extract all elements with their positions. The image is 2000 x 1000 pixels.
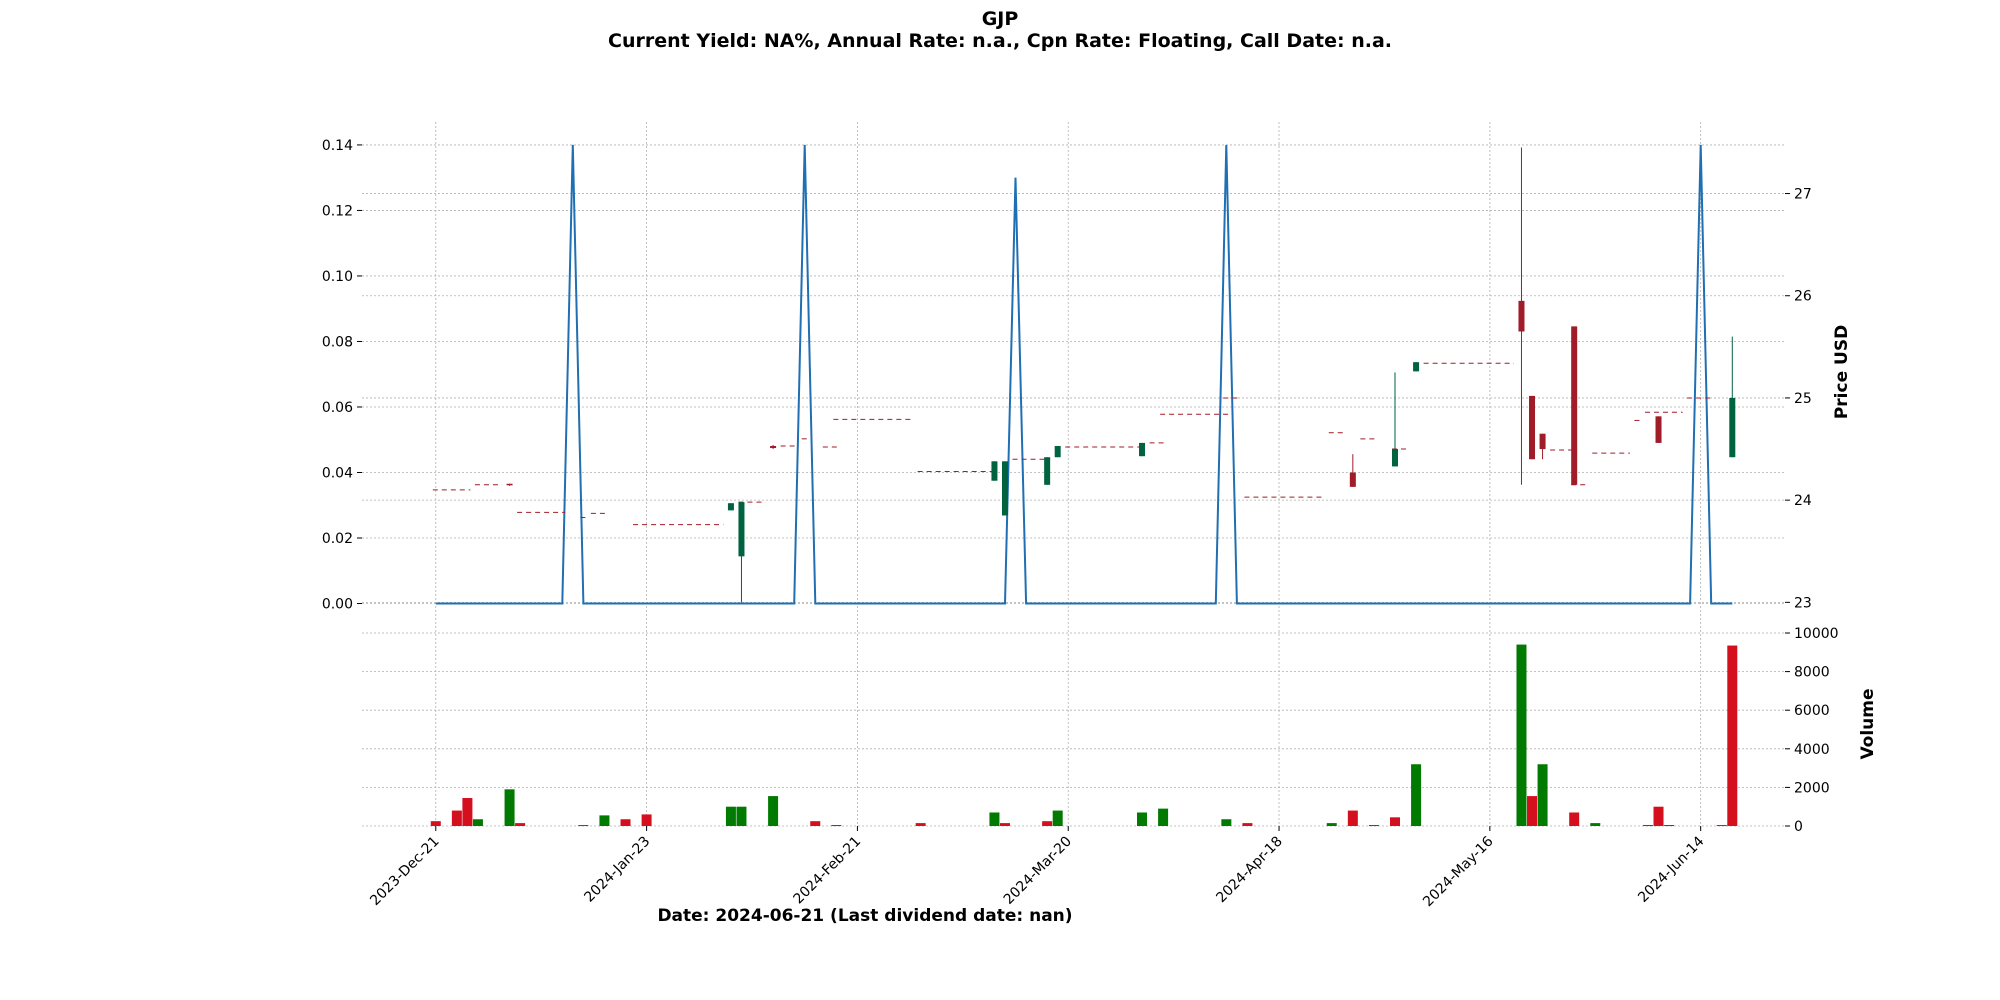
volume-bar — [915, 823, 926, 826]
volume-bar — [430, 821, 441, 826]
candle-body — [1655, 416, 1662, 443]
volume-bar — [810, 821, 821, 826]
price-tick-label: 24 — [1794, 493, 1812, 509]
candle-body — [1729, 397, 1736, 458]
volume-bar — [1653, 806, 1664, 826]
price-tick-label: 26 — [1794, 289, 1812, 305]
volume-tick-label: 0 — [1794, 819, 1803, 835]
volume-tick-label: 2000 — [1794, 780, 1830, 796]
left-tick-label: 0.08 — [322, 334, 353, 350]
volume-bar — [1221, 819, 1232, 826]
volume-bar — [989, 812, 1000, 826]
volume-bar — [472, 819, 483, 826]
candle-body — [1539, 433, 1546, 450]
volume-bar — [1716, 825, 1727, 827]
yield-line-layer — [435, 144, 1733, 605]
volume-bar — [736, 806, 747, 826]
candles-layer — [506, 147, 1736, 603]
volume-bar — [451, 810, 462, 826]
volume-bar — [620, 819, 631, 826]
candle-body — [506, 483, 513, 486]
candle-body — [770, 445, 777, 449]
left-tick-label: 0.00 — [322, 597, 353, 613]
volume-tick-label: 4000 — [1794, 742, 1830, 758]
volume-bar — [831, 825, 842, 827]
x-axis-label: Date: 2024-06-21 (Last dividend date: na… — [657, 906, 1072, 926]
volume-bar — [1158, 808, 1169, 826]
candle-body — [1391, 449, 1398, 467]
gridlines — [362, 122, 1785, 827]
candle-body — [738, 502, 745, 557]
volume-tick-label: 8000 — [1794, 665, 1830, 681]
x-tick-label: 2024-Jan-23 — [581, 834, 653, 906]
volume-bar — [1411, 764, 1422, 826]
volume-bar — [1137, 812, 1148, 826]
x-tick-label: 2024-Feb-21 — [790, 834, 864, 908]
volume-bar — [1537, 764, 1548, 826]
x-tick-label: 2024-Apr-18 — [1213, 834, 1286, 907]
x-tick-label: 2024-Jun-14 — [1635, 833, 1707, 905]
left-tick-label: 0.14 — [322, 138, 353, 154]
volume-bar — [1326, 823, 1337, 826]
volume-bar — [1642, 825, 1653, 827]
left-tick-label: 0.06 — [322, 400, 353, 416]
candle-body — [1001, 461, 1008, 516]
volume-bar — [599, 815, 610, 826]
chart-subtitle: Current Yield: NA%, Annual Rate: n.a., C… — [608, 30, 1392, 52]
volume-bar — [1590, 823, 1601, 826]
candle-body — [1413, 362, 1420, 372]
candle-body — [1054, 445, 1061, 458]
chart-title: GJP — [981, 8, 1019, 30]
volume-bar — [1347, 810, 1358, 826]
volume-bar — [641, 814, 652, 826]
volume-bar — [1052, 810, 1063, 826]
volume-bar — [1389, 817, 1400, 826]
candle-body — [727, 503, 734, 511]
price-tick-label: 27 — [1794, 187, 1812, 203]
candle-body — [1571, 326, 1578, 485]
volume-bar — [462, 798, 473, 826]
x-tick-label: 2023-Dec-21 — [367, 834, 442, 909]
x-tick-label: 2024-May-16 — [1420, 833, 1497, 910]
price-tick-label: 23 — [1794, 595, 1812, 611]
tick-labels-layer: 2023-Dec-21 2024-Jan-23 2024-Feb-21 2024-Ma… — [322, 138, 1839, 910]
volume-bar — [1242, 823, 1253, 826]
yield-line — [435, 144, 1733, 605]
candle-body — [1518, 300, 1525, 332]
volume-bar — [504, 789, 515, 826]
candle-body — [1349, 472, 1356, 487]
volume-bar — [1516, 644, 1527, 826]
volume-bars-layer — [430, 644, 1738, 827]
volume-bar — [1368, 825, 1379, 827]
left-tick-label: 0.04 — [322, 465, 353, 481]
left-tick-label: 0.02 — [322, 531, 353, 547]
x-tick-label: 2024-Mar-20 — [1001, 834, 1075, 908]
volume-bar — [1569, 812, 1580, 826]
volume-bar — [725, 806, 736, 826]
candle-body — [1044, 457, 1051, 485]
candle-body — [991, 461, 998, 481]
volume-axis-label: Volume — [1858, 688, 1878, 759]
volume-tick-label: 6000 — [1794, 703, 1830, 719]
candle-body — [1139, 442, 1146, 457]
volume-bar — [578, 825, 589, 827]
left-tick-label: 0.12 — [322, 203, 353, 219]
volume-bar — [1042, 821, 1053, 826]
volume-bar — [768, 796, 779, 826]
volume-bar — [1727, 645, 1738, 826]
candle-body — [1529, 395, 1536, 460]
volume-bar — [515, 823, 526, 826]
price-axis-label: Price USD — [1832, 325, 1852, 419]
left-tick-label: 0.10 — [322, 269, 353, 285]
price-tick-label: 25 — [1794, 391, 1812, 407]
volume-bar — [999, 823, 1010, 826]
volume-bar — [1664, 825, 1675, 827]
volume-tick-label: 10000 — [1794, 626, 1839, 642]
volume-bar — [1527, 796, 1538, 826]
